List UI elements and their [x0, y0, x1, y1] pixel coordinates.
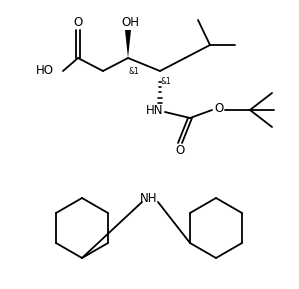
- Text: HO: HO: [36, 64, 54, 77]
- Text: O: O: [176, 144, 184, 157]
- Text: O: O: [214, 103, 224, 116]
- Text: NH: NH: [140, 192, 158, 205]
- Text: O: O: [73, 16, 83, 29]
- Text: HN: HN: [146, 105, 164, 118]
- Text: &1: &1: [129, 66, 139, 75]
- Text: OH: OH: [121, 16, 139, 29]
- Text: &1: &1: [161, 77, 171, 86]
- Polygon shape: [125, 30, 131, 58]
